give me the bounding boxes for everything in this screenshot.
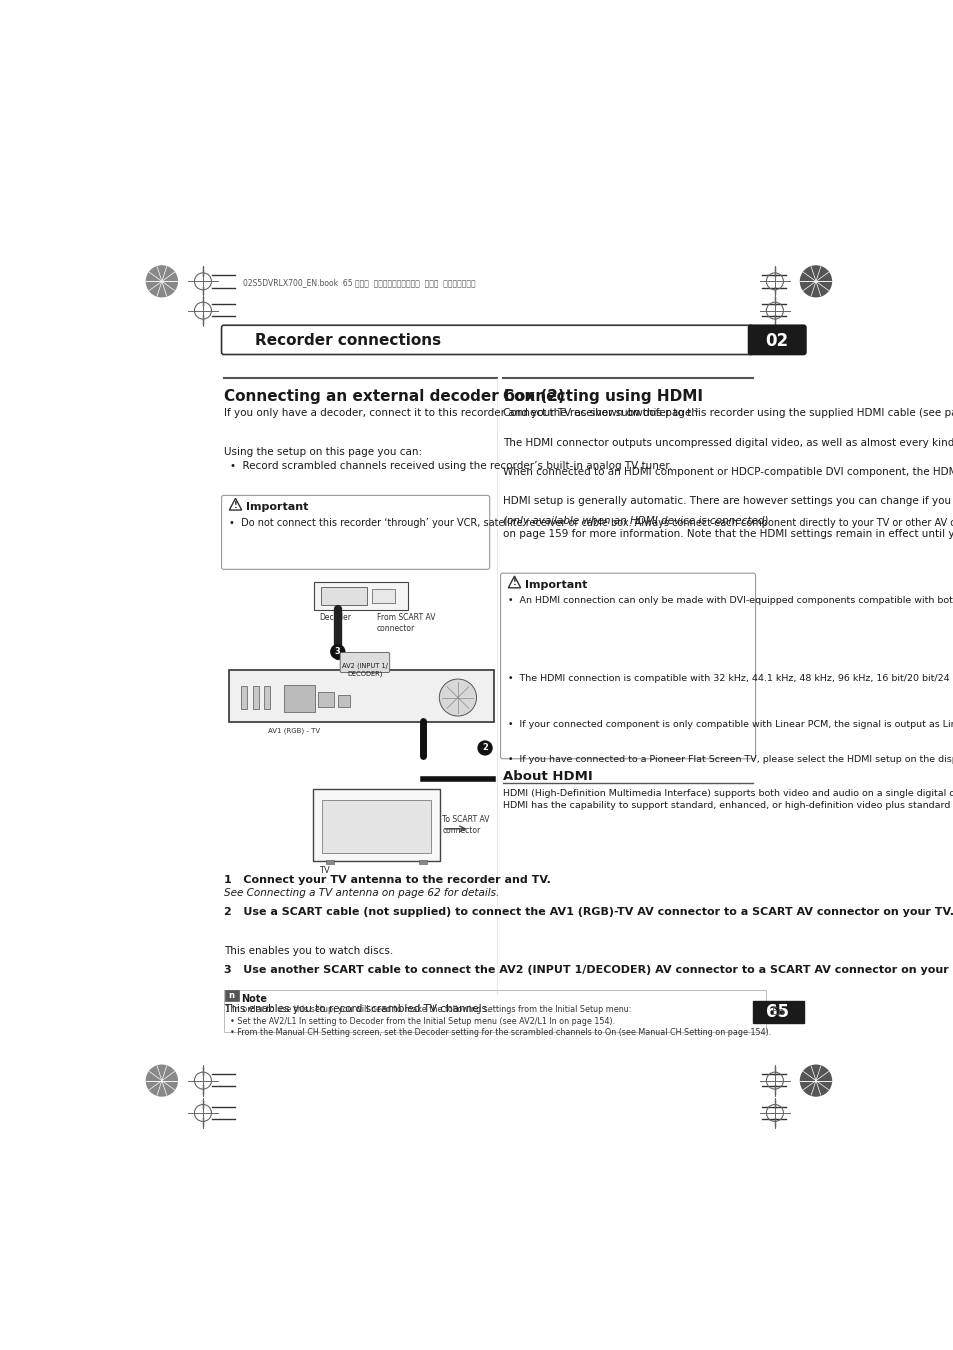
Circle shape — [331, 645, 344, 659]
Circle shape — [439, 679, 476, 716]
Text: n: n — [229, 991, 234, 999]
Text: •  Record scrambled channels received using the recorder’s built-in analog TV tu: • Record scrambled channels received usi… — [230, 460, 671, 471]
Text: 1 In order to use this setup, you will need to make the following settings from : 1 In order to use this setup, you will n… — [224, 1006, 770, 1037]
Circle shape — [800, 1065, 831, 1096]
Text: •  The HDMI connection is compatible with 32 kHz, 44.1 kHz, 48 kHz, 96 kHz, 16 b: • The HDMI connection is compatible with… — [507, 674, 953, 683]
Text: on page 159 for more information. Note that the HDMI settings remain in effect u: on page 159 for more information. Note t… — [502, 529, 953, 539]
Text: Using the setup on this page you can:: Using the setup on this page you can: — [224, 447, 421, 456]
Text: •  Do not connect this recorder ‘through’ your VCR, satellite receiver or cable : • Do not connect this recorder ‘through’… — [229, 518, 953, 528]
Text: TV: TV — [319, 865, 330, 875]
Text: !: ! — [233, 501, 237, 509]
Polygon shape — [508, 576, 520, 587]
Bar — [283, 684, 314, 711]
Bar — [320, 587, 367, 605]
Text: Connect the receiver subwoofer to this recorder using the supplied HDMI cable (s: Connect the receiver subwoofer to this r… — [502, 409, 953, 418]
Text: See Connecting a TV antenna on page 62 for details.: See Connecting a TV antenna on page 62 f… — [224, 888, 498, 898]
Bar — [753, 1002, 802, 1023]
Bar — [264, 686, 270, 710]
FancyBboxPatch shape — [500, 574, 755, 759]
Text: 65: 65 — [765, 1003, 789, 1021]
Text: (only available when an HDMI device is connected): (only available when an HDMI device is c… — [502, 516, 767, 526]
Text: •  If your connected component is only compatible with Linear PCM, the signal is: • If your connected component is only co… — [507, 721, 953, 729]
Bar — [418, 860, 427, 864]
Text: This enables you to watch discs.: This enables you to watch discs. — [224, 946, 393, 956]
Bar — [224, 990, 238, 1000]
Text: Important: Important — [245, 502, 308, 513]
Text: To SCART AV
connector: To SCART AV connector — [442, 815, 490, 836]
FancyBboxPatch shape — [221, 495, 489, 570]
Text: 1   Connect your TV antenna to the recorder and TV.: 1 Connect your TV antenna to the recorde… — [224, 875, 550, 886]
Text: If you only have a decoder, connect it to this recorder and your TV as shown on : If you only have a decoder, connect it t… — [224, 409, 698, 418]
Text: 3   Use another SCART cable to connect the AV2 (INPUT 1/DECODER) AV connector to: 3 Use another SCART cable to connect the… — [224, 965, 953, 975]
Bar — [337, 695, 350, 707]
Text: 02: 02 — [765, 332, 788, 350]
FancyBboxPatch shape — [340, 652, 390, 672]
Text: AV2 (INPUT 1/
DECODER): AV2 (INPUT 1/ DECODER) — [341, 663, 388, 676]
Text: 2: 2 — [481, 744, 488, 752]
Polygon shape — [229, 498, 241, 510]
Text: Decoder: Decoder — [319, 613, 351, 622]
Text: AV1 (RGB) - TV: AV1 (RGB) - TV — [268, 728, 320, 733]
Text: •  An HDMI connection can only be made with DVI-equipped components compatible w: • An HDMI connection can only be made wi… — [507, 595, 953, 605]
Text: About HDMI: About HDMI — [502, 771, 592, 783]
FancyBboxPatch shape — [748, 325, 805, 355]
Circle shape — [800, 266, 831, 297]
Text: !: ! — [512, 578, 516, 587]
Text: •  If you have connected to a Pioneer Flat Screen TV, please select the HDMI set: • If you have connected to a Pioneer Fla… — [507, 755, 953, 764]
Text: Note: Note — [241, 995, 267, 1004]
Bar — [241, 686, 247, 710]
Bar — [372, 589, 395, 603]
FancyBboxPatch shape — [221, 325, 753, 355]
Text: 3: 3 — [335, 647, 340, 656]
Text: This enables you to record scrambled TV channels.: This enables you to record scrambled TV … — [224, 1003, 490, 1014]
Circle shape — [146, 266, 177, 297]
Text: The HDMI connector outputs uncompressed digital video, as well as almost every k: The HDMI connector outputs uncompressed … — [502, 437, 953, 448]
Bar — [326, 860, 334, 864]
Text: En: En — [771, 1007, 783, 1018]
Bar — [253, 686, 258, 710]
Text: When connected to an HDMI component or HDCP-compatible DVI component, the HDMI i: When connected to an HDMI component or H… — [502, 467, 953, 477]
Text: Connecting using HDMI: Connecting using HDMI — [502, 389, 702, 404]
Bar — [224, 990, 765, 1033]
Bar — [318, 691, 334, 707]
FancyBboxPatch shape — [229, 670, 493, 722]
FancyBboxPatch shape — [314, 582, 408, 610]
Text: Important: Important — [524, 580, 586, 590]
Text: 2   Use a SCART cable (not supplied) to connect the AV1 (RGB)-TV AV connector to: 2 Use a SCART cable (not supplied) to co… — [224, 907, 953, 918]
Text: HDMI (High-Definition Multimedia Interface) supports both video and audio on a s: HDMI (High-Definition Multimedia Interfa… — [502, 788, 953, 810]
Text: Recorder connections: Recorder connections — [254, 333, 440, 348]
Circle shape — [146, 1065, 177, 1096]
Text: 02S5DVRLX700_EN.book  65 ページ  ２００８年１０月９日  木曜日  午後４時３８分: 02S5DVRLX700_EN.book 65 ページ ２００８年１０月９日 木… — [243, 278, 476, 288]
Circle shape — [477, 741, 492, 755]
Text: HDMI setup is generally automatic. There are however settings you can change if : HDMI setup is generally automatic. There… — [502, 497, 953, 506]
Bar — [322, 799, 431, 853]
Text: From SCART AV
connector: From SCART AV connector — [376, 613, 435, 633]
Text: Connecting an external decoder box (2): Connecting an external decoder box (2) — [224, 389, 564, 404]
FancyBboxPatch shape — [313, 788, 439, 861]
